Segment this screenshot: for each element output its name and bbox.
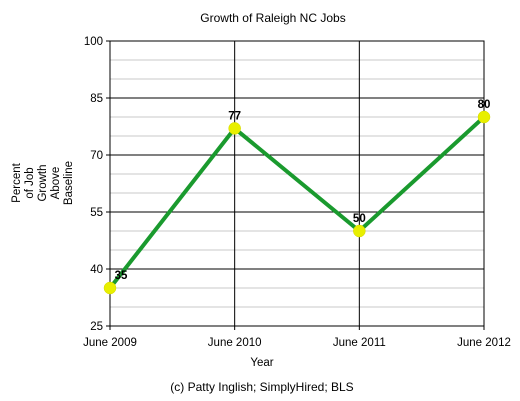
footer-credit: (c) Patty Inglish; SimplyHired; BLS <box>170 380 353 394</box>
x-tick-label: June 2009 <box>83 337 137 349</box>
y-tick-label: 70 <box>90 150 103 162</box>
y-axis-title-line: Growth <box>37 164 49 201</box>
data-label: 35 <box>115 270 128 282</box>
y-axis-ticks: 25 40 55 70 85 100 <box>84 36 110 333</box>
y-axis-title-line: Baseline <box>63 161 75 205</box>
y-axis-title-line: of Job <box>24 167 36 198</box>
data-point <box>228 122 241 135</box>
x-tick-label: June 2010 <box>208 337 262 349</box>
y-tick-label: 55 <box>90 207 103 219</box>
grid <box>109 40 485 327</box>
chart-title: Growth of Raleigh NC Jobs <box>200 11 345 25</box>
y-axis-title-group: Percent of Job Growth Above Baseline <box>11 161 75 205</box>
data-label: 80 <box>478 99 491 111</box>
data-point <box>477 110 491 124</box>
data-point <box>353 224 366 238</box>
series-line <box>108 115 486 290</box>
y-tick-label: 40 <box>90 264 103 276</box>
y-axis-title-line: Percent <box>11 162 23 202</box>
x-axis-title: Year <box>250 357 273 369</box>
y-tick-label: 100 <box>84 36 103 48</box>
x-tick-label: June 2011 <box>333 337 386 349</box>
data-label: 77 <box>228 110 241 122</box>
data-label: 50 <box>353 213 366 225</box>
series: 35 77 50 80 <box>103 99 491 295</box>
y-tick-label: 25 <box>90 321 103 333</box>
y-axis-title: Percent of Job Growth Above Baseline <box>11 161 75 205</box>
y-tick-label: 85 <box>90 93 103 105</box>
x-tick-label: June 2012 <box>457 337 511 349</box>
data-point <box>103 281 117 295</box>
plot-area-border <box>109 40 485 327</box>
x-axis-ticks: June 2009 June 2010 June 2011 June 2012 <box>83 326 511 349</box>
y-axis-title-line: Above <box>50 167 62 200</box>
